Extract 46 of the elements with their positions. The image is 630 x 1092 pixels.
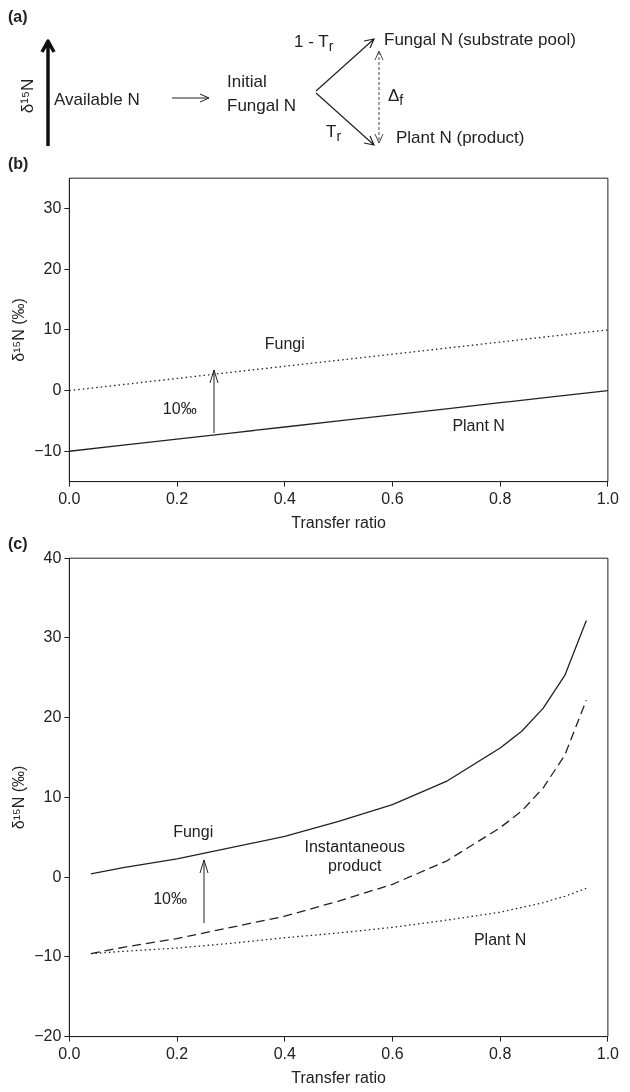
x-tick-label: 0.8 [489,1044,512,1062]
y-tick-label: 10 [43,320,62,338]
series-label: Plant N [473,930,527,948]
y-tick-label: 30 [43,198,62,216]
text: δ¹⁵N [18,77,38,116]
x-tick-label: 0.6 [381,489,404,507]
x-axis-title: Transfer ratio [291,1068,386,1086]
text: Δ$_{f}$ [388,86,404,109]
text: Initial Fungal N [227,71,297,117]
y-tick-label: 20 [43,259,62,277]
text: Fungal N (substrate pool) [384,30,576,50]
series-label: Plant N [452,417,505,435]
x-tick-label: 0.2 [165,489,189,507]
chart-title: (b) [8,155,29,173]
y-tick-label: 40 [43,548,62,566]
annotation: 10‰ [161,398,198,419]
y-axis-title: δ¹⁵N (‰) [10,765,28,830]
y-tick-label: −10 [34,441,62,459]
text: T$_{r}$ [326,122,342,145]
text: (a) [8,8,28,26]
text: Available N [54,90,140,110]
series-label: Instantaneous product [304,837,406,874]
series-label: Fungi [173,823,214,841]
y-tick-label: 10 [43,787,62,805]
y-tick-label: 20 [43,708,62,726]
y-tick-label: −20 [34,1027,62,1045]
text: 1 - T$_{r}$ [294,32,334,55]
chart-title: (c) [8,535,28,553]
y-axis-title: δ¹⁵N (‰) [10,298,28,362]
x-tick-label: 0.4 [273,489,296,507]
x-tick-label: 1.0 [596,489,620,507]
series-label: Fungi [264,334,305,352]
x-tick-label: 0.4 [273,1044,296,1062]
x-axis-title: Transfer ratio [291,513,386,531]
y-tick-label: −10 [34,947,62,965]
annotation: 10‰ [152,889,188,910]
x-tick-label: 1.0 [596,1044,620,1062]
x-tick-label: 0.0 [58,489,81,507]
y-tick-label: 30 [43,628,62,646]
y-tick-label: 0 [52,867,62,885]
text: Plant N (product) [396,128,525,148]
x-tick-label: 0.6 [381,1044,404,1062]
x-tick-label: 0.8 [489,489,512,507]
x-tick-label: 0.2 [165,1044,189,1062]
x-tick-label: 0.0 [58,1044,81,1062]
y-tick-label: 0 [52,380,62,398]
